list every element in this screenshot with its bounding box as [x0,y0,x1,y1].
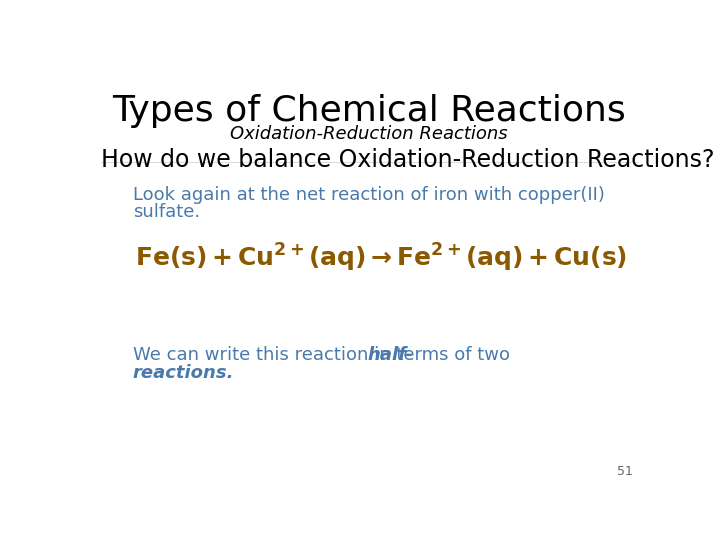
Text: Look again at the net reaction of iron with copper(II): Look again at the net reaction of iron w… [132,186,605,205]
Text: reactions.: reactions. [132,363,234,382]
Text: How do we balance Oxidation-Reduction Reactions?: How do we balance Oxidation-Reduction Re… [101,148,714,172]
Text: $\mathbf{Fe(s)+Cu^{2+}(aq)\rightarrow Fe^{2+}(aq)+Cu(s)}$: $\mathbf{Fe(s)+Cu^{2+}(aq)\rightarrow Fe… [135,242,627,274]
Text: We can write this reaction in terms of two: We can write this reaction in terms of t… [132,346,516,364]
Text: half-: half- [367,346,413,364]
Text: sulfate.: sulfate. [132,204,199,221]
Text: Types of Chemical Reactions: Types of Chemical Reactions [112,94,626,128]
Text: 51: 51 [616,465,632,478]
Text: Oxidation-Reduction Reactions: Oxidation-Reduction Reactions [230,125,508,143]
